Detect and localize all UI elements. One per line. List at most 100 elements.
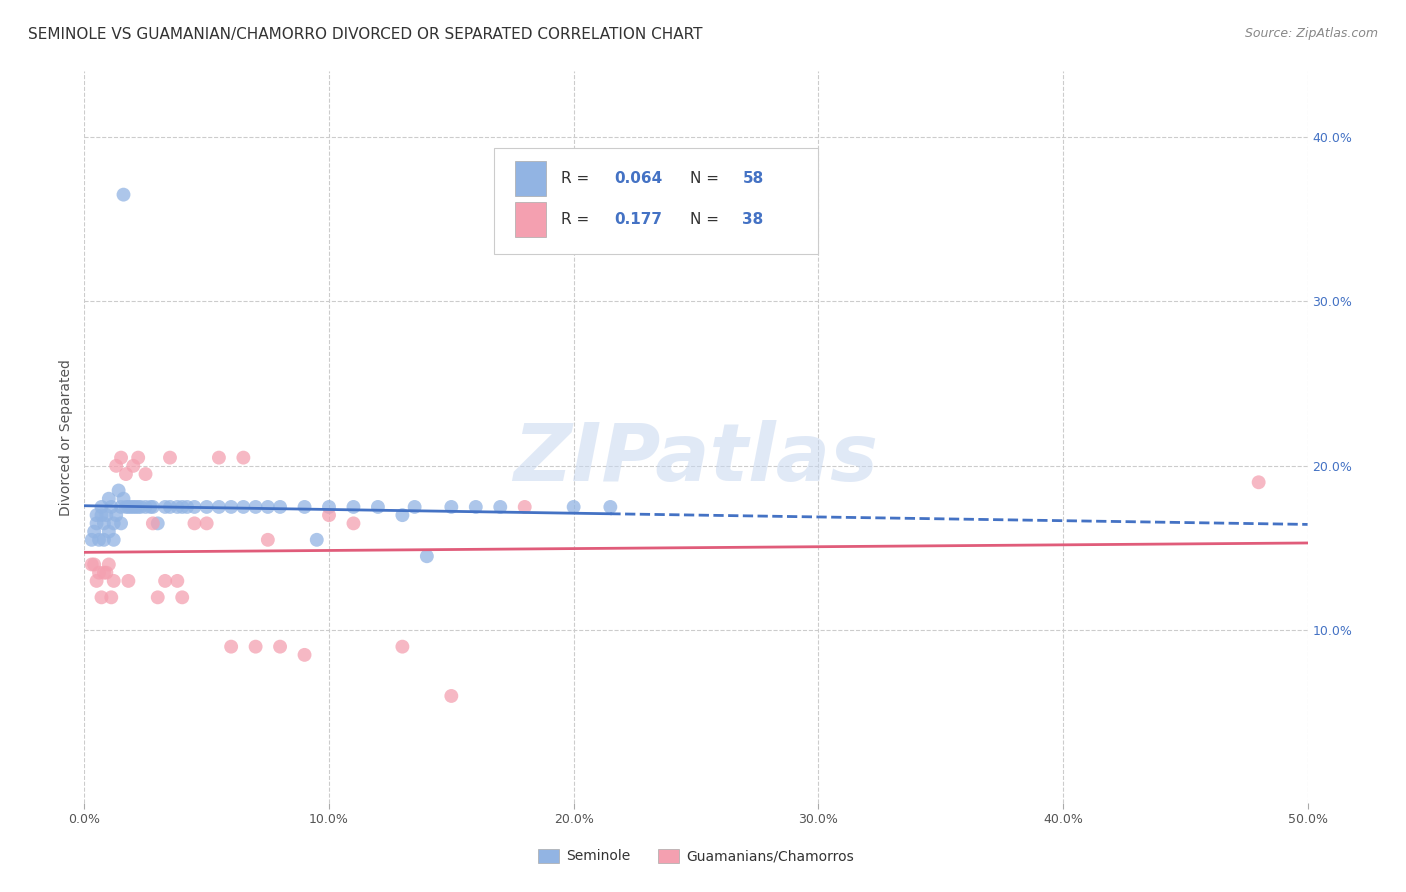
Point — [513, 500, 536, 514]
Point — [183, 500, 205, 514]
Text: ZIPatlas: ZIPatlas — [513, 420, 879, 498]
Point — [90, 500, 112, 514]
Point — [110, 500, 132, 514]
Point — [100, 500, 122, 514]
Point — [245, 500, 267, 514]
Point — [80, 558, 103, 572]
Point — [146, 591, 169, 605]
Point — [142, 516, 165, 531]
Point — [172, 591, 194, 605]
Point — [318, 508, 340, 523]
Point — [112, 491, 135, 506]
Point — [153, 500, 176, 514]
Point — [129, 500, 152, 514]
Point — [342, 516, 364, 531]
Point — [93, 516, 115, 531]
Point — [416, 549, 439, 564]
Point — [391, 508, 413, 523]
Point — [87, 533, 110, 547]
Point — [232, 450, 254, 465]
Point — [86, 516, 108, 531]
Point — [103, 574, 125, 588]
Text: 0.064: 0.064 — [614, 170, 662, 186]
Point — [120, 500, 142, 514]
Point — [166, 500, 188, 514]
Point — [96, 508, 118, 523]
Point — [86, 574, 108, 588]
Point — [208, 500, 231, 514]
Point — [96, 566, 118, 580]
Point — [183, 516, 205, 531]
Point — [269, 640, 291, 654]
Point — [294, 500, 316, 514]
Point — [87, 566, 110, 580]
FancyBboxPatch shape — [515, 161, 546, 195]
Point — [318, 500, 340, 514]
Text: SEMINOLE VS GUAMANIAN/CHAMORRO DIVORCED OR SEPARATED CORRELATION CHART: SEMINOLE VS GUAMANIAN/CHAMORRO DIVORCED … — [28, 27, 703, 42]
Text: Source: ZipAtlas.com: Source: ZipAtlas.com — [1244, 27, 1378, 40]
Point — [404, 500, 426, 514]
Point — [195, 500, 218, 514]
Text: R =: R = — [561, 170, 595, 186]
Point — [1247, 475, 1270, 490]
Point — [245, 640, 267, 654]
Point — [115, 500, 138, 514]
FancyBboxPatch shape — [494, 148, 818, 254]
Point — [176, 500, 198, 514]
Point — [599, 500, 621, 514]
Point — [117, 500, 139, 514]
Text: 58: 58 — [742, 170, 763, 186]
Point — [153, 574, 176, 588]
Point — [391, 640, 413, 654]
Point — [105, 458, 128, 473]
Point — [90, 508, 112, 523]
Point — [139, 500, 162, 514]
Point — [105, 508, 128, 523]
Point — [107, 483, 129, 498]
Point — [257, 500, 280, 514]
Point — [146, 516, 169, 531]
Point — [464, 500, 486, 514]
Point — [269, 500, 291, 514]
Point — [127, 450, 149, 465]
Point — [97, 524, 120, 539]
Legend: Seminole, Guamanians/Chamorros: Seminole, Guamanians/Chamorros — [533, 843, 859, 869]
Text: 38: 38 — [742, 212, 763, 227]
Point — [110, 516, 132, 531]
Point — [122, 458, 145, 473]
Point — [125, 500, 148, 514]
Point — [489, 500, 512, 514]
Point — [219, 640, 242, 654]
Point — [440, 500, 463, 514]
Point — [159, 500, 181, 514]
Point — [110, 450, 132, 465]
Point — [83, 558, 105, 572]
Point — [115, 467, 138, 481]
Point — [142, 500, 165, 514]
Point — [562, 500, 585, 514]
Point — [166, 574, 188, 588]
Point — [93, 566, 115, 580]
Point — [305, 533, 328, 547]
Point — [195, 516, 218, 531]
Point — [367, 500, 389, 514]
Text: N =: N = — [690, 170, 724, 186]
Text: R =: R = — [561, 212, 595, 227]
Point — [112, 187, 135, 202]
Point — [86, 508, 108, 523]
Point — [159, 450, 181, 465]
Point — [135, 467, 157, 481]
Point — [127, 500, 149, 514]
Text: N =: N = — [690, 212, 724, 227]
Point — [103, 516, 125, 531]
Point — [90, 591, 112, 605]
Point — [219, 500, 242, 514]
Point — [294, 648, 316, 662]
Point — [232, 500, 254, 514]
Text: 0.177: 0.177 — [614, 212, 662, 227]
Point — [208, 450, 231, 465]
Point — [93, 533, 115, 547]
Point — [117, 574, 139, 588]
Point — [103, 533, 125, 547]
Point — [80, 533, 103, 547]
